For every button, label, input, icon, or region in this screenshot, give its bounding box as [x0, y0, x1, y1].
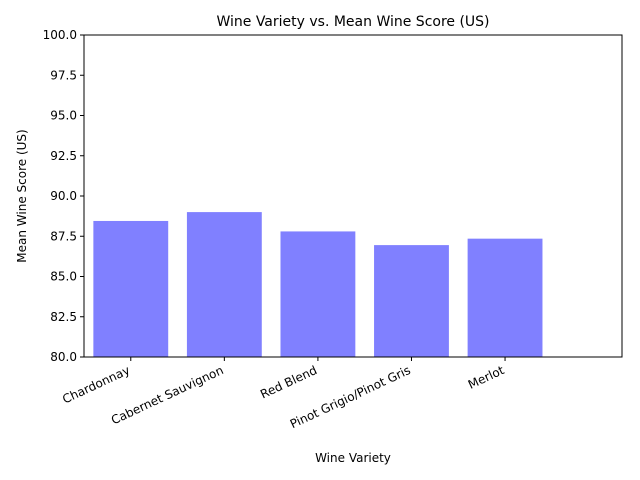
y-tick-label: 80.0: [50, 350, 77, 364]
chart-title: Wine Variety vs. Mean Wine Score (US): [216, 14, 489, 30]
bar-red-blend: [280, 231, 356, 357]
x-tick-label: Merlot: [466, 363, 507, 392]
y-axis-title: Mean Wine Score (US): [15, 129, 29, 262]
plot-frame: [83, 34, 623, 358]
y-tick-label: 95.0: [50, 109, 77, 123]
bar-chardonnay: [93, 220, 169, 357]
bars-group: [93, 212, 543, 357]
y-tick-label: 90.0: [50, 189, 77, 203]
x-tick-label: Red Blend: [258, 363, 319, 401]
y-tick-label: 100.0: [43, 28, 77, 42]
y-axis: 80.0 82.5 85.0 87.5 90.0 92.5 95.0 97.5 100.0: [43, 28, 84, 364]
y-tick-label: 82.5: [50, 310, 77, 324]
bar-merlot: [467, 238, 543, 357]
x-tick-label: Chardonnay: [60, 363, 132, 406]
x-axis-title: Wine Variety: [315, 451, 391, 465]
y-tick-label: 85.0: [50, 270, 77, 284]
y-tick-label: 92.5: [50, 149, 77, 163]
y-tick-label: 97.5: [50, 68, 77, 82]
y-tick-label: 87.5: [50, 229, 77, 243]
bar-pinot-grigio-pinot-gris: [374, 245, 449, 357]
bar-cabernet-sauvignon: [186, 212, 262, 357]
